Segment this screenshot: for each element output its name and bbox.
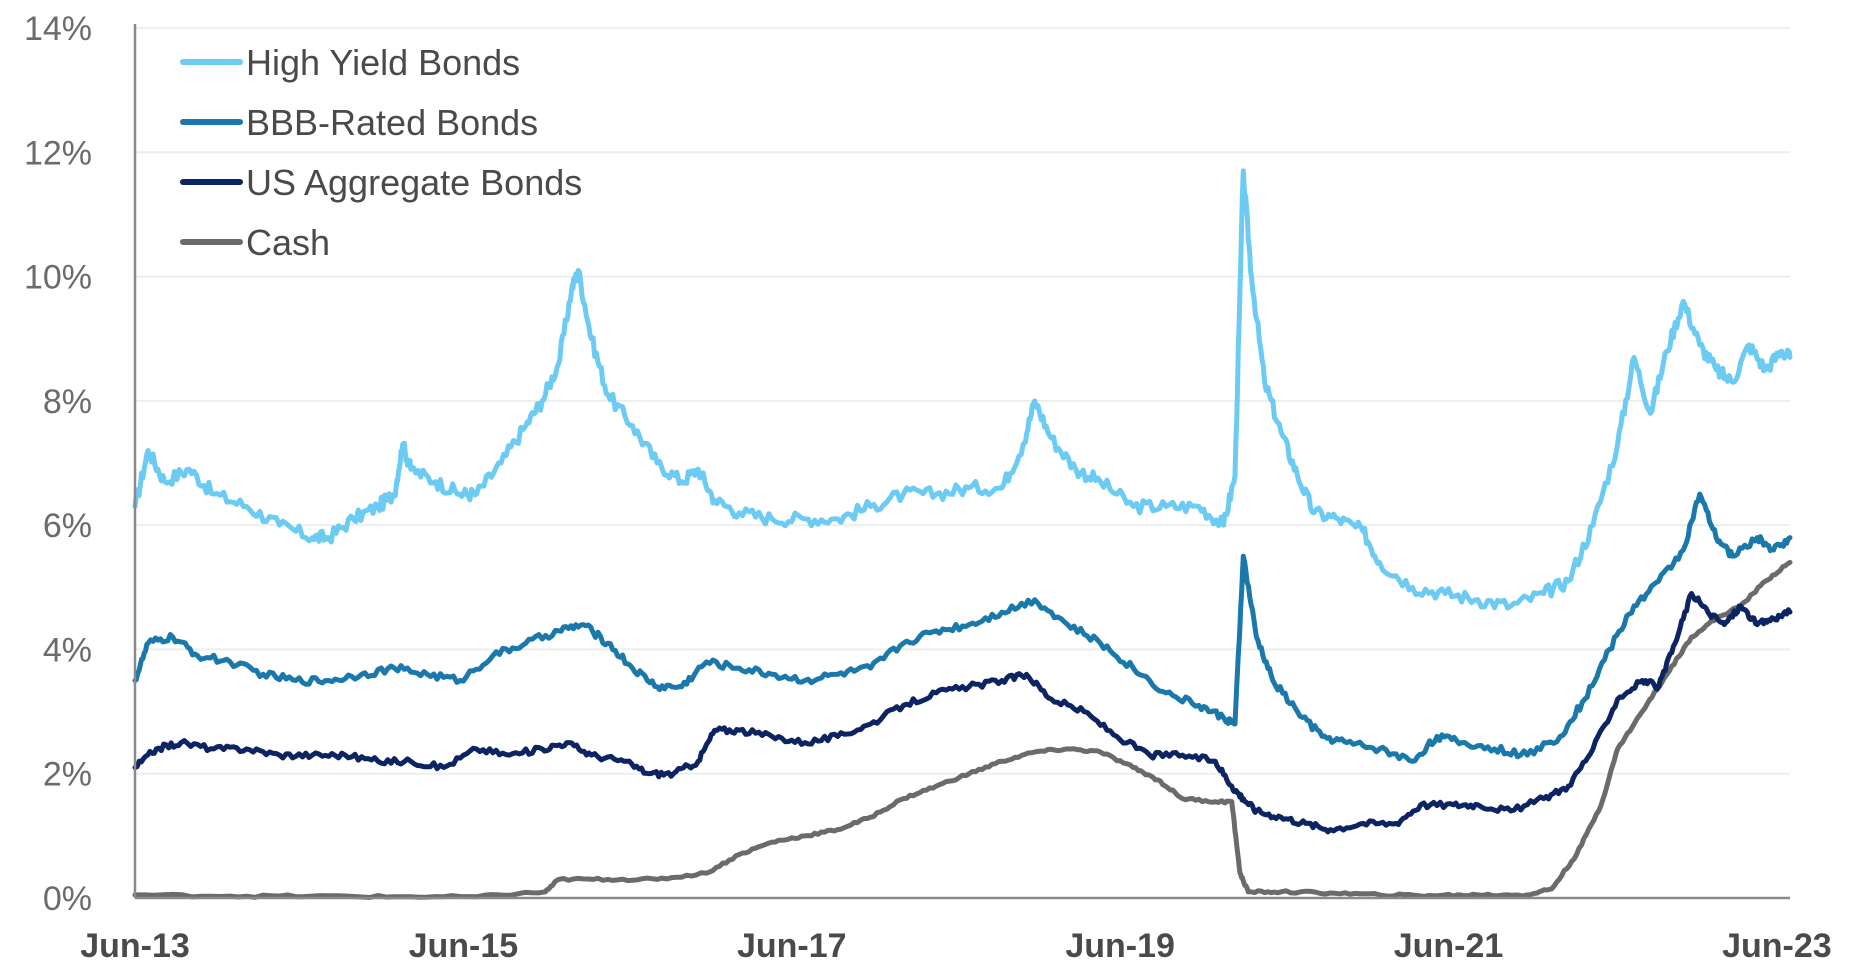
legend-label: BBB-Rated Bonds	[246, 102, 538, 143]
x-tick-labels: Jun-13 Jun-15 Jun-17 Jun-19 Jun-21 Jun-23	[80, 927, 1831, 965]
legend-label: High Yield Bonds	[246, 42, 520, 83]
y-tick-label: 10%	[24, 259, 92, 297]
gridlines	[135, 27, 1790, 775]
series-line-us-aggregate-bonds	[132, 591, 1793, 835]
y-tick-label: 14%	[24, 10, 92, 48]
series-line-bbb-rated-bonds	[132, 491, 1793, 764]
legend-label: Cash	[246, 222, 330, 263]
y-tick-label: 0%	[43, 880, 92, 918]
x-tick-label: Jun-23	[1722, 927, 1832, 965]
y-tick-label: 8%	[43, 383, 92, 421]
x-tick-label: Jun-21	[1394, 927, 1504, 965]
y-tick-label: 4%	[43, 631, 92, 669]
y-tick-label: 6%	[43, 507, 92, 545]
y-tick-label: 2%	[43, 756, 92, 794]
x-tick-label: Jun-17	[737, 927, 847, 965]
legend-label: US Aggregate Bonds	[246, 162, 582, 203]
series-lines	[132, 168, 1793, 900]
series-line-high-yield-bonds	[132, 168, 1793, 611]
axes	[133, 24, 1790, 900]
x-tick-label: Jun-19	[1065, 927, 1175, 965]
x-tick-label: Jun-15	[409, 927, 519, 965]
y-tick-label: 12%	[24, 134, 92, 172]
x-tick-label: Jun-13	[80, 927, 190, 965]
legend: High Yield Bonds BBB-Rated Bonds US Aggreg…	[180, 42, 582, 263]
y-tick-labels: 0% 2% 4% 6% 8% 10% 12% 14%	[24, 10, 92, 918]
series-line-cash	[132, 559, 1793, 900]
